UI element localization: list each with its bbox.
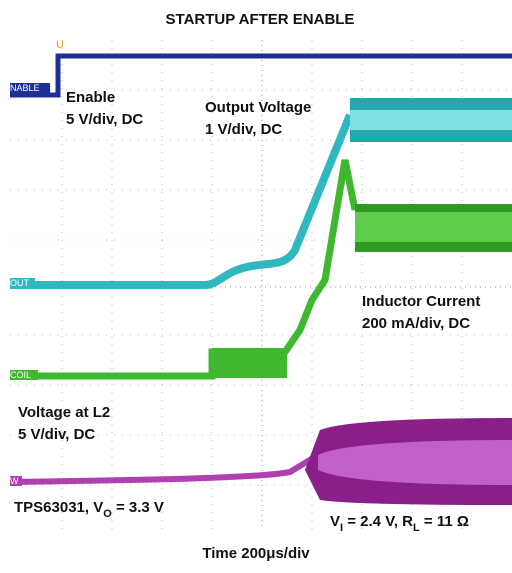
enable-tag <box>10 83 50 93</box>
subscript: L <box>413 522 420 534</box>
conditions-left: TPS63031, VO = 3.3 V <box>14 499 164 520</box>
output-band-core <box>350 110 512 130</box>
inductor-burst <box>212 348 287 378</box>
enable-trace <box>10 53 512 98</box>
l2-trace <box>9 452 320 485</box>
enable-name: Enable <box>66 89 115 106</box>
inductor-tag <box>10 370 38 380</box>
inductor-band-core <box>355 212 512 242</box>
inductor-scale: 200 mA/div, DC <box>362 315 470 332</box>
inductor-name: Inductor Current <box>362 293 480 310</box>
inductor-tag-text: COIL <box>10 370 31 380</box>
subscript: I <box>340 522 343 534</box>
text: V <box>330 513 340 530</box>
l2-tag <box>10 476 22 486</box>
output-tag-text: OUT <box>10 278 30 288</box>
output-tag <box>10 278 35 288</box>
title: STARTUP AFTER ENABLE <box>166 11 355 28</box>
l2-scale: 5 V/div, DC <box>18 426 95 443</box>
conditions-right: VI = 2.4 V, RL = 11 Ω <box>330 513 469 534</box>
text: TPS63031, V <box>14 499 103 516</box>
enable-scale: 5 V/div, DC <box>66 111 143 128</box>
l2-band-core <box>318 440 512 485</box>
output-trace <box>10 113 354 289</box>
output-scale: 1 V/div, DC <box>205 121 282 138</box>
l2-tag-text: W <box>10 476 19 486</box>
text: = 2.4 V, R <box>343 513 413 530</box>
trigger-marker: U <box>56 39 64 51</box>
text: = 11 Ω <box>420 513 469 530</box>
enable-tag-text: NABLE <box>10 83 40 93</box>
l2-name: Voltage at L2 <box>18 404 110 421</box>
output-name: Output Voltage <box>205 99 311 116</box>
text: = 3.3 V <box>112 499 164 516</box>
time-scale: Time 200μs/div <box>202 545 310 562</box>
subscript: O <box>103 508 112 520</box>
